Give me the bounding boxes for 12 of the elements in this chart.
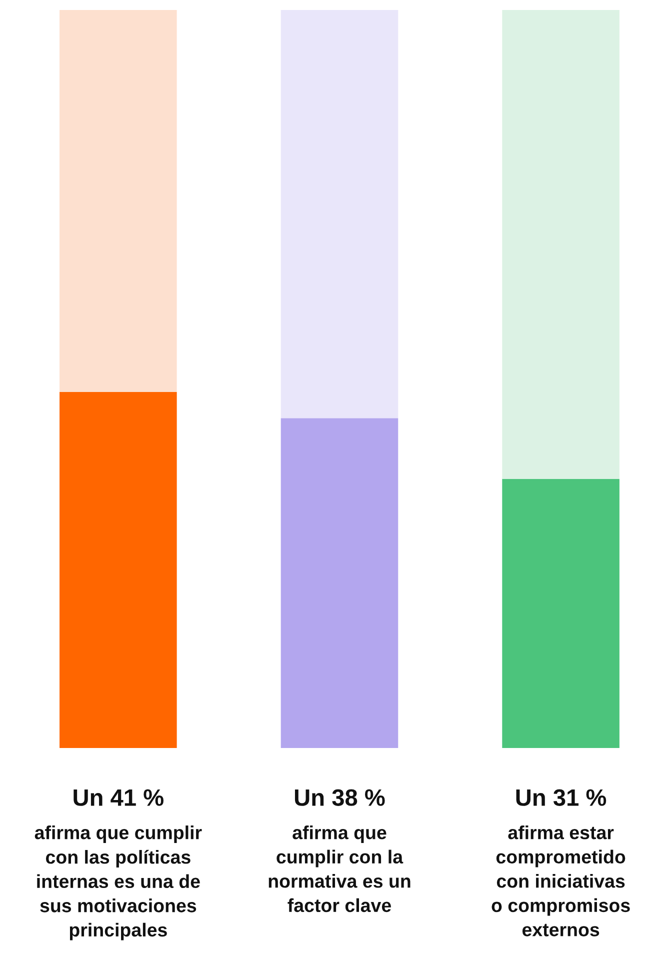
bar [502, 478, 620, 748]
bar [280, 10, 398, 418]
x-tick-label: afirma que cumplir con las políticas internas es una de sus motivaciones principales [34, 825, 202, 940]
data-label: Un 31 % [516, 789, 606, 806]
bar [60, 10, 177, 392]
bar [502, 10, 620, 479]
x-tick-label: afirma estar comprometido con iniciativas o compromisos externos [492, 825, 630, 936]
bar [280, 418, 398, 748]
bar [60, 392, 177, 748]
data-label: Un 38 % [294, 789, 385, 806]
data-label: Un 41 % [74, 789, 164, 806]
x-tick-label: afirma que cumplir con la normativa es un factor clave [268, 825, 410, 912]
